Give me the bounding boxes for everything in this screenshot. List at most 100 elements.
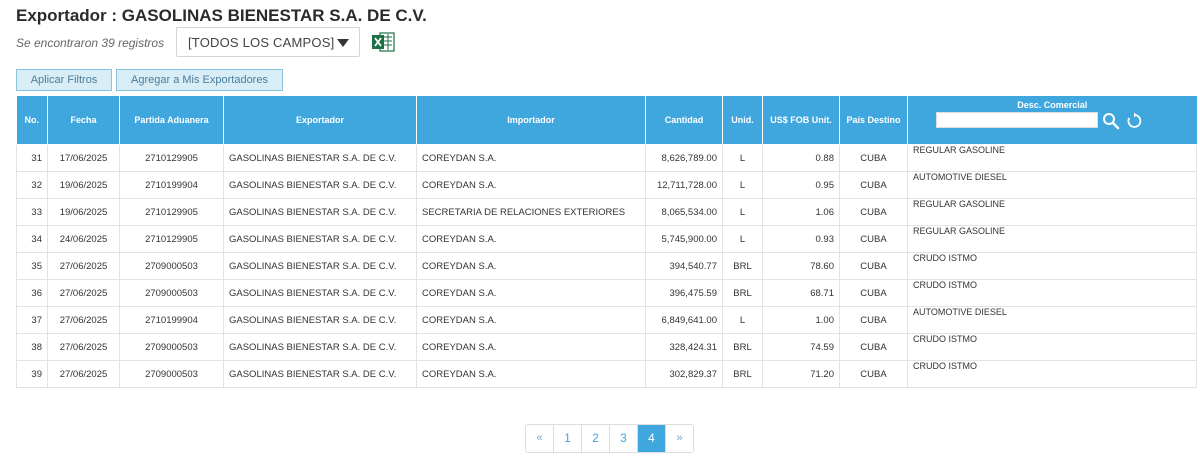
cell-cantidad: 12,711,728.00 [645, 171, 723, 199]
cell-unid: L [722, 306, 763, 334]
cell-fob: 0.93 [762, 225, 840, 253]
cell-fob: 0.88 [762, 144, 840, 172]
cell-pais: CUBA [839, 171, 908, 199]
reset-icon[interactable] [1125, 112, 1143, 130]
cell-partida: 2709000503 [119, 252, 224, 280]
cell-no: 37 [16, 306, 48, 334]
cell-importador: COREYDAN S.A. [416, 171, 646, 199]
pagination-page-2[interactable]: 2 [582, 425, 610, 452]
add-to-my-exporters-button[interactable]: Agregar a Mis Exportadores [116, 69, 283, 91]
cell-fecha: 19/06/2025 [47, 198, 120, 226]
table-row[interactable]: 32 19/06/2025 2710199904 GASOLINAS BIENESTA… [16, 171, 1197, 199]
cell-fob: 68.71 [762, 279, 840, 307]
table-row[interactable]: 39 27/06/2025 2709000503 GASOLINAS BIENESTA… [16, 360, 1197, 388]
table-row[interactable]: 34 24/06/2025 2710129905 GASOLINAS BIENESTA… [16, 225, 1197, 253]
cell-unid: L [722, 225, 763, 253]
col-header-importador[interactable]: Importador [416, 96, 646, 145]
cell-fecha: 17/06/2025 [47, 144, 120, 172]
cell-unid: L [722, 171, 763, 199]
col-header-no[interactable]: No. [16, 96, 48, 145]
pagination-prev[interactable]: « [526, 425, 554, 452]
cell-fob: 78.60 [762, 252, 840, 280]
col-header-exportador[interactable]: Exportador [223, 96, 417, 145]
col-header-partida[interactable]: Partida Aduanera [119, 96, 224, 145]
cell-no: 38 [16, 333, 48, 361]
cell-fob: 74.59 [762, 333, 840, 361]
table-row[interactable]: 37 27/06/2025 2710199904 GASOLINAS BIENESTA… [16, 306, 1197, 334]
cell-desc: REGULAR GASOLINE [907, 144, 1197, 172]
cell-fecha: 27/06/2025 [47, 306, 120, 334]
col-header-cantidad[interactable]: Cantidad [645, 96, 723, 145]
cell-pais: CUBA [839, 198, 908, 226]
table-row[interactable]: 31 17/06/2025 2710129905 GASOLINAS BIENESTA… [16, 144, 1197, 172]
cell-desc: CRUDO ISTMO [907, 252, 1197, 280]
col-header-desc-label: Desc. Comercial [1017, 100, 1088, 110]
cell-no: 36 [16, 279, 48, 307]
cell-pais: CUBA [839, 333, 908, 361]
cell-fecha: 24/06/2025 [47, 225, 120, 253]
table-row[interactable]: 35 27/06/2025 2709000503 GASOLINAS BIENESTA… [16, 252, 1197, 280]
cell-partida: 2710129905 [119, 144, 224, 172]
cell-exportador: GASOLINAS BIENESTAR S.A. DE C.V. [223, 306, 417, 334]
field-select-value: [TODOS LOS CAMPOS] [188, 35, 335, 50]
cell-cantidad: 394,540.77 [645, 252, 723, 280]
cell-partida: 2709000503 [119, 333, 224, 361]
cell-desc: CRUDO ISTMO [907, 279, 1197, 307]
cell-partida: 2709000503 [119, 360, 224, 388]
cell-fecha: 27/06/2025 [47, 360, 120, 388]
col-header-fob[interactable]: US$ FOB Unit. [762, 96, 840, 145]
cell-fob: 0.95 [762, 171, 840, 199]
cell-fob: 1.00 [762, 306, 840, 334]
cell-fecha: 27/06/2025 [47, 333, 120, 361]
excel-icon[interactable] [371, 31, 395, 53]
cell-cantidad: 5,745,900.00 [645, 225, 723, 253]
cell-fob: 1.06 [762, 198, 840, 226]
cell-unid: BRL [722, 333, 763, 361]
cell-cantidad: 6,849,641.00 [645, 306, 723, 334]
cell-cantidad: 328,424.31 [645, 333, 723, 361]
table-row[interactable]: 38 27/06/2025 2709000503 GASOLINAS BIENESTA… [16, 333, 1197, 361]
pagination-page-3[interactable]: 3 [610, 425, 638, 452]
cell-desc: CRUDO ISTMO [907, 333, 1197, 361]
cell-pais: CUBA [839, 279, 908, 307]
cell-exportador: GASOLINAS BIENESTAR S.A. DE C.V. [223, 252, 417, 280]
col-header-unid[interactable]: Unid. [722, 96, 763, 145]
cell-unid: BRL [722, 252, 763, 280]
cell-cantidad: 396,475.59 [645, 279, 723, 307]
cell-exportador: GASOLINAS BIENESTAR S.A. DE C.V. [223, 333, 417, 361]
cell-importador: COREYDAN S.A. [416, 333, 646, 361]
cell-importador: COREYDAN S.A. [416, 360, 646, 388]
desc-filter-input[interactable] [936, 112, 1098, 128]
cell-cantidad: 302,829.37 [645, 360, 723, 388]
cell-cantidad: 8,065,534.00 [645, 198, 723, 226]
table-row[interactable]: 33 19/06/2025 2710129905 GASOLINAS BIENESTA… [16, 198, 1197, 226]
pagination-page-1[interactable]: 1 [554, 425, 582, 452]
pagination-page-4[interactable]: 4 [638, 425, 666, 452]
cell-no: 39 [16, 360, 48, 388]
cell-unid: L [722, 144, 763, 172]
col-header-pais[interactable]: País Destino [839, 96, 908, 145]
apply-filters-button[interactable]: Aplicar Filtros [16, 69, 112, 91]
cell-partida: 2710199904 [119, 171, 224, 199]
search-icon[interactable] [1102, 112, 1120, 130]
pagination-next[interactable]: » [666, 425, 693, 452]
cell-importador: COREYDAN S.A. [416, 279, 646, 307]
field-select[interactable]: [TODOS LOS CAMPOS] [176, 27, 360, 57]
cell-desc: AUTOMOTIVE DIESEL [907, 306, 1197, 334]
cell-exportador: GASOLINAS BIENESTAR S.A. DE C.V. [223, 360, 417, 388]
cell-desc: REGULAR GASOLINE [907, 225, 1197, 253]
cell-no: 33 [16, 198, 48, 226]
cell-exportador: GASOLINAS BIENESTAR S.A. DE C.V. [223, 171, 417, 199]
cell-importador: COREYDAN S.A. [416, 252, 646, 280]
col-header-desc: Desc. Comercial [907, 96, 1197, 145]
cell-fecha: 27/06/2025 [47, 279, 120, 307]
chevron-down-icon [337, 39, 349, 47]
col-header-fecha[interactable]: Fecha [47, 96, 120, 145]
cell-exportador: GASOLINAS BIENESTAR S.A. DE C.V. [223, 198, 417, 226]
cell-fecha: 27/06/2025 [47, 252, 120, 280]
cell-importador: SECRETARIA DE RELACIONES EXTERIORES [416, 198, 646, 226]
table-row[interactable]: 36 27/06/2025 2709000503 GASOLINAS BIENESTA… [16, 279, 1197, 307]
cell-importador: COREYDAN S.A. [416, 144, 646, 172]
cell-no: 34 [16, 225, 48, 253]
cell-pais: CUBA [839, 225, 908, 253]
